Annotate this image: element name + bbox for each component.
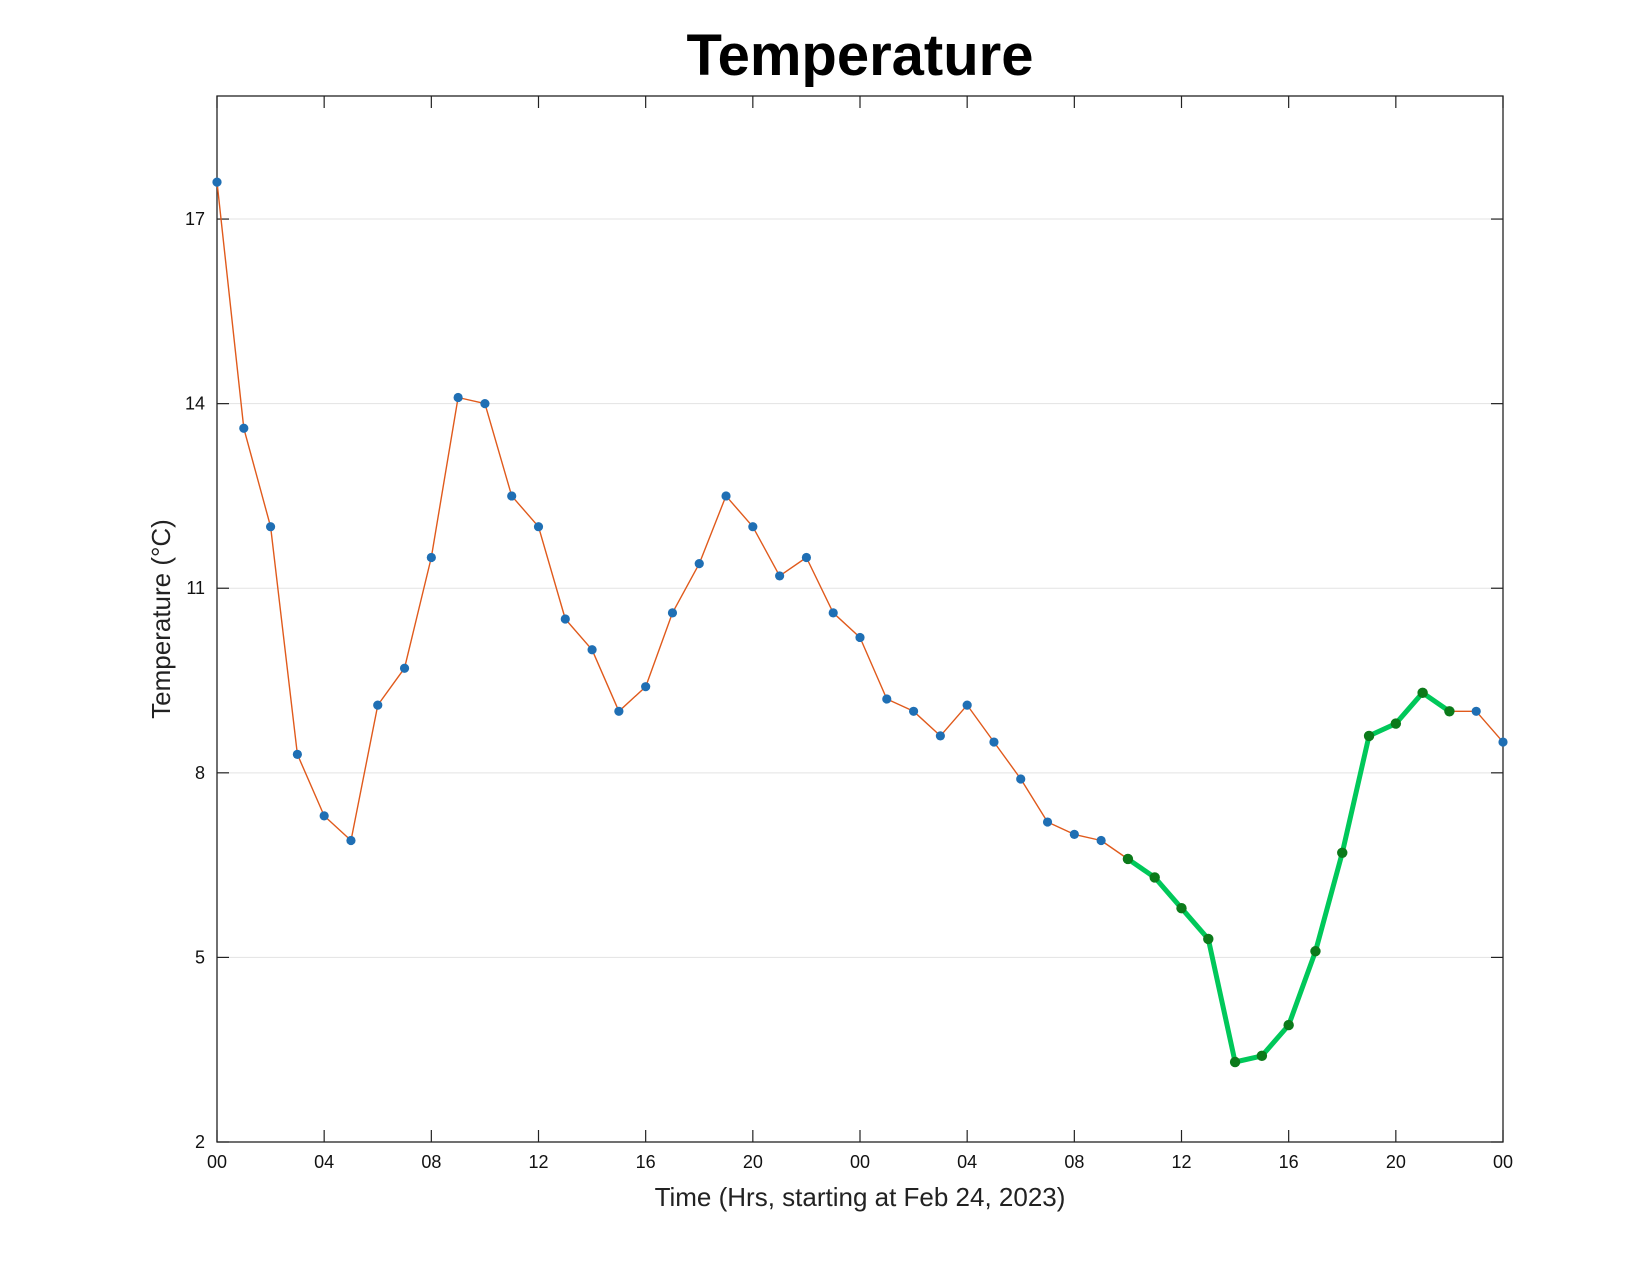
observed-data-point	[614, 706, 624, 716]
x-tick-label: 00	[207, 1152, 227, 1172]
y-tick-label: 8	[195, 763, 205, 783]
observed-data-point	[239, 423, 249, 433]
observed-data-point	[480, 399, 490, 409]
y-axis-label: Temperature (°C)	[146, 519, 176, 719]
highlighted-data-point	[1310, 946, 1321, 957]
highlighted-data-point	[1390, 718, 1402, 729]
observed-data-point	[373, 700, 383, 710]
observed-data-point	[587, 645, 597, 655]
observed-data-point	[855, 632, 865, 643]
plot-area-frame	[216, 95, 1504, 1143]
y-tick-label: 2	[195, 1132, 205, 1152]
observed-data-point	[935, 731, 945, 741]
observed-data-point	[641, 682, 651, 692]
y-tick-label: 14	[185, 394, 205, 414]
observed-data-point	[989, 737, 999, 747]
x-tick-label: 04	[957, 1152, 977, 1172]
x-tick-label: 00	[850, 1152, 870, 1172]
observed-data-point	[560, 614, 570, 624]
highlighted-data-point	[1283, 1019, 1294, 1031]
highlighted-data-point	[1229, 1056, 1241, 1068]
x-tick-label: 04	[314, 1152, 334, 1172]
highlighted-data-point	[1444, 706, 1455, 717]
observed-data-point	[426, 552, 436, 563]
highlighted-data-point	[1122, 853, 1134, 865]
highlighted-data-point	[1149, 872, 1160, 883]
highlighted-data-point	[1337, 847, 1348, 859]
highlighted-data-point	[1256, 1050, 1268, 1062]
observed-data-point	[801, 552, 812, 563]
observed-data-point	[882, 694, 892, 704]
observed-data-point	[721, 491, 731, 501]
x-tick-label: 08	[421, 1152, 441, 1172]
chart-title: Temperature	[686, 23, 1033, 88]
observed-data-point	[346, 835, 356, 846]
y-tick-label: 17	[185, 209, 205, 229]
x-tick-label: 00	[1493, 1152, 1513, 1172]
observed-data-point	[453, 392, 463, 403]
highlighted-data-point	[1203, 933, 1214, 945]
observed-data-point	[399, 663, 410, 673]
x-tick-label: 12	[528, 1152, 548, 1172]
observed-data-point	[1471, 706, 1481, 716]
highlighted-data-point	[1363, 730, 1375, 742]
x-tick-label: 12	[1171, 1152, 1191, 1172]
highlighted-series-line	[1126, 690, 1451, 1065]
x-tick-label: 20	[743, 1152, 763, 1172]
axis-ticks: 2 5 8 11 14 17 00 04 08 12 16 20 00 04 08 12 16 20 00	[185, 96, 1513, 1172]
data-series	[212, 177, 1508, 1068]
observed-data-point	[694, 559, 704, 569]
x-tick-label: 16	[1279, 1152, 1299, 1172]
x-tick-label: 08	[1064, 1152, 1084, 1172]
observed-data-point	[748, 522, 758, 532]
observed-data-point	[1042, 817, 1053, 827]
observed-data-point	[667, 608, 678, 618]
grid-lines	[217, 218, 1503, 958]
observed-data-point	[1096, 835, 1106, 846]
observed-data-point	[775, 571, 785, 581]
x-tick-label: 16	[636, 1152, 656, 1172]
observed-data-point	[962, 700, 972, 710]
highlighted-data-point	[1176, 902, 1187, 914]
observed-data-point	[212, 177, 222, 187]
observed-data-point	[533, 522, 544, 532]
x-axis-label: Time (Hrs, starting at Feb 24, 2023)	[655, 1182, 1066, 1212]
observed-data-point	[828, 608, 838, 618]
observed-data-point	[908, 706, 919, 716]
highlighted-data-point	[1417, 687, 1428, 699]
observed-data-point	[1498, 737, 1508, 747]
observed-data-point	[1016, 774, 1026, 784]
observed-data-point	[265, 522, 276, 532]
observed-data-point	[507, 491, 517, 501]
observed-data-point	[319, 811, 329, 821]
y-tick-label: 11	[186, 578, 205, 598]
observed-data-point	[292, 749, 302, 759]
y-tick-label: 5	[195, 947, 205, 967]
observed-series-line	[216, 182, 1504, 1063]
x-tick-label: 20	[1386, 1152, 1406, 1172]
observed-data-point	[1069, 829, 1079, 839]
